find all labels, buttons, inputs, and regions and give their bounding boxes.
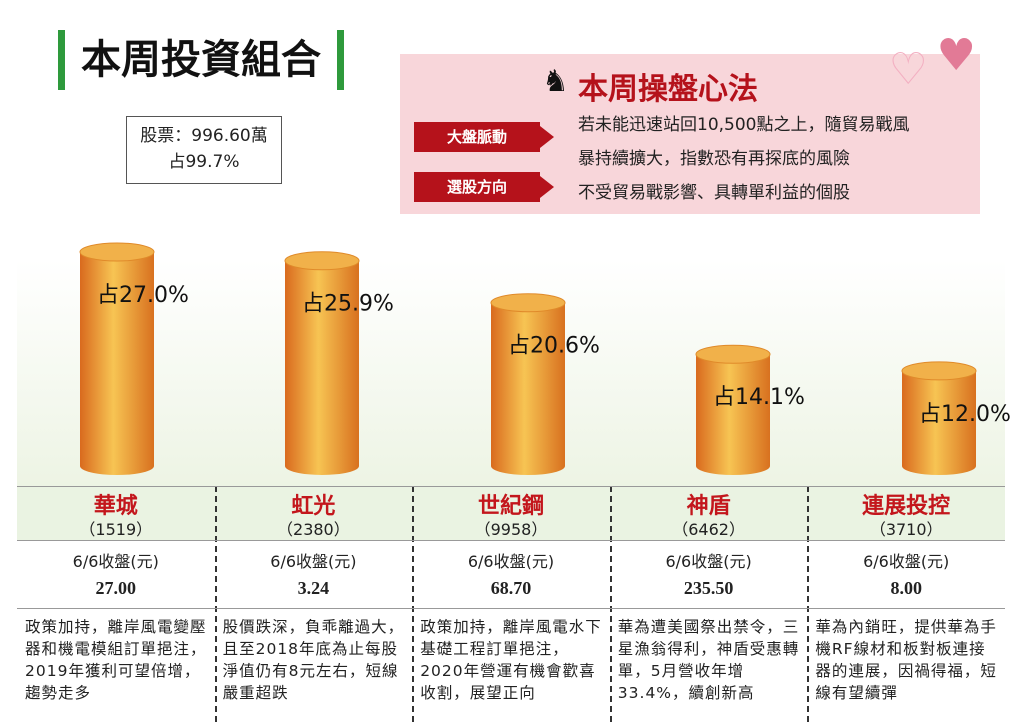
stock-name: 虹光: [291, 494, 336, 519]
stock-name: 神盾: [686, 494, 731, 519]
bar-5: [902, 370, 976, 475]
bar-label-1: 占27.0%: [97, 283, 189, 308]
stock-column: 華城 （1519） 6/6收盤(元) 27.00 政策加持，離岸風電變壓器和機電模組訂單…: [17, 486, 215, 722]
stock-header-bg: [214, 486, 413, 540]
stock-table: 華城 （1519） 6/6收盤(元) 27.00 政策加持，離岸風電變壓器和機電模組訂單…: [17, 486, 1005, 722]
column-separator: [609, 486, 612, 722]
bar-top-3: [490, 293, 566, 313]
panel-title-text: 本周操盤心法: [578, 72, 758, 107]
bar-2: [285, 260, 359, 475]
bar-label-2: 占25.9%: [302, 292, 394, 317]
selection-text: 不受貿易戰影響、具轉單利益的個股: [578, 183, 850, 203]
stock-code: （1519）: [79, 520, 153, 539]
stock-description: 華為遭美國祭出禁令，三星漁翁得利，神盾受惠轉單，5月營收年增33.4%，續創新高: [617, 618, 800, 702]
stock-column: 神盾 （6462） 6/6收盤(元) 235.50 華為遭美國祭出禁令，三星漁翁得利，神…: [609, 486, 808, 722]
strategy-panel: ♡ ♥ ♞ 本周操盤心法 大盤脈動 選股方向 若未能迅速站回10,500點之上，…: [400, 30, 980, 214]
trader-icon: ♞: [542, 64, 569, 99]
stock-description: 股價跌深，負乖離過大，且至2018年底為止每股淨值仍有8元左右，短線嚴重超跌: [222, 618, 405, 702]
stock-name: 世紀鋼: [477, 494, 544, 519]
price-label: 6/6收盤(元): [467, 552, 555, 571]
bar-top-4: [695, 344, 771, 364]
tag-market-pulse: 大盤脈動: [414, 122, 554, 152]
panel-title: ♞ 本周操盤心法: [542, 64, 758, 108]
market-text-line2: 暴持續擴大，指數恐有再探底的風險: [578, 149, 850, 169]
stock-header-bg: [412, 486, 610, 540]
page-title: 本周投資組合: [58, 30, 344, 90]
close-price: 235.50: [683, 578, 734, 598]
bar-label-3: 占20.6%: [508, 334, 600, 359]
price-label: 6/6收盤(元): [72, 552, 159, 571]
stock-description: 政策加持，離岸風電變壓器和機電模組訂單挹注，2019年獲利可望倍增，趨勢走多: [25, 618, 207, 702]
stock-column: 世紀鋼 （9958） 6/6收盤(元) 68.70 政策加持，離岸風電水下基礎工程訂單挹…: [412, 486, 610, 722]
close-price: 3.24: [297, 578, 330, 598]
column-separator: [412, 486, 415, 722]
row-divider: [17, 486, 1005, 487]
close-price: 8.00: [890, 578, 922, 598]
stock-description: 華為內銷旺，提供華為手機RF線材和板對板連接器的連展，因禍得福，短線有望續彈: [815, 618, 997, 702]
bar-top-2: [284, 251, 360, 271]
tag-stock-direction: 選股方向: [414, 172, 554, 202]
stock-name: 連展投控: [862, 494, 951, 519]
bar-1: [80, 252, 154, 475]
price-label: 6/6收盤(元): [665, 552, 752, 571]
bar-label-5: 占12.0%: [919, 402, 1011, 427]
stock-code: （2380）: [277, 520, 350, 539]
allocation-chart: 占27.0% 占25.9% 占20.6% 占14.1% 占12.0%: [17, 242, 1011, 486]
column-separator: [214, 486, 217, 722]
bar-top-5: [901, 361, 977, 381]
stock-code: （3710）: [869, 520, 943, 539]
bar-4: [696, 354, 770, 475]
close-price: 68.70: [490, 578, 532, 598]
row-divider: [17, 540, 1005, 541]
stock-header-bg: [807, 486, 1005, 540]
stock-description: 政策加持，離岸風電水下基礎工程訂單挹注，2020年營運有機會歡喜收割，展望正向: [420, 618, 602, 702]
stock-code: （6462）: [672, 520, 745, 539]
close-price: 27.00: [95, 578, 137, 598]
stock-amount: 股票：996.60萬: [140, 126, 268, 146]
price-label: 6/6收盤(元): [863, 552, 950, 571]
bar-label-4: 占14.1%: [713, 385, 805, 410]
stock-share: 占99.7%: [168, 152, 240, 172]
price-label: 6/6收盤(元): [270, 552, 357, 571]
column-separator: [807, 486, 810, 722]
stock-header-bg: [17, 486, 215, 540]
stock-header-bg: [609, 486, 808, 540]
stock-code: （9958）: [474, 520, 548, 539]
row-divider: [17, 608, 1005, 609]
stock-name: 華城: [93, 494, 138, 519]
bar-3: [491, 302, 565, 475]
market-text-line1: 若未能迅速站回10,500點之上，隨貿易戰風: [578, 115, 910, 135]
stock-summary-box: 股票：996.60萬 占99.7%: [126, 116, 282, 184]
stock-column: 虹光 （2380） 6/6收盤(元) 3.24 股價跌深，負乖離過大，且至2018年底為…: [214, 486, 413, 722]
bar-top-1: [79, 242, 155, 262]
stock-column: 連展投控 （3710） 6/6收盤(元) 8.00 華為內銷旺，提供華為手機RF線材和板…: [807, 486, 1005, 722]
